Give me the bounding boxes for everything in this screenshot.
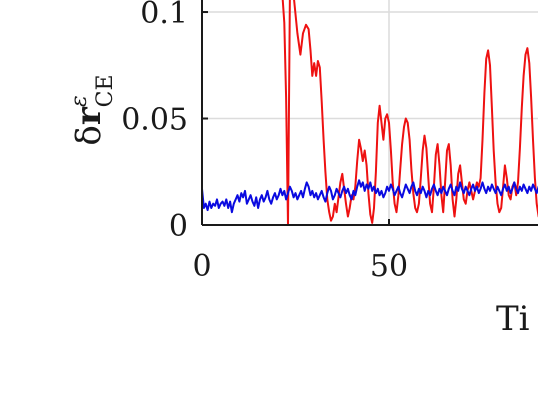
axes bbox=[201, 0, 538, 226]
x-tick-label: 0 bbox=[192, 249, 211, 284]
series-line-2 bbox=[202, 179, 538, 214]
y-tick-label: 0 bbox=[169, 209, 188, 244]
series-line-1 bbox=[281, 0, 538, 226]
y-label-superscript: ε bbox=[67, 95, 92, 107]
series-layer bbox=[202, 0, 538, 226]
y-tick-label: 0.1 bbox=[140, 0, 188, 31]
y-label-bold: r bbox=[69, 106, 109, 125]
svg-text:δrεCE: δrεCE bbox=[67, 74, 118, 145]
y-label-subscript: CE bbox=[93, 74, 118, 107]
y-label-prefix: δ bbox=[69, 125, 109, 145]
x-axis-label: Ti bbox=[496, 299, 530, 339]
x-tick-label: 50 bbox=[370, 249, 408, 284]
ticks: 0 0.05 0.1 0 50 bbox=[121, 0, 408, 284]
y-tick-label: 0.05 bbox=[121, 103, 188, 138]
y-axis-label: δrεCE bbox=[67, 74, 118, 145]
